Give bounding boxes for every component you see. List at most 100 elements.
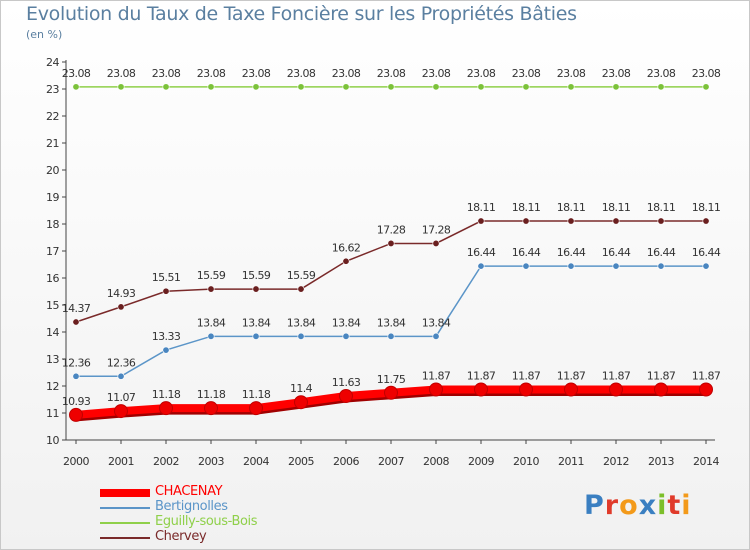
data-label-chacenay: 11.87 <box>692 370 721 383</box>
data-label-eguilly-sous-bois: 23.08 <box>287 67 316 80</box>
data-label-bertignolles: 13.84 <box>242 316 271 329</box>
y-tick-label: 20 <box>46 164 59 177</box>
data-label-bertignolles: 16.44 <box>512 246 541 259</box>
y-tick-label: 23 <box>46 83 59 96</box>
data-point-eguilly-sous-bois <box>297 83 305 91</box>
data-point-bertignolles <box>477 262 485 270</box>
data-point-chacenay <box>114 404 128 419</box>
data-label-chervey: 17.28 <box>377 223 406 236</box>
data-point-bertignolles <box>207 332 215 340</box>
data-label-chacenay: 11.87 <box>647 370 676 383</box>
y-tick-label: 19 <box>46 191 59 204</box>
y-tick-label: 16 <box>46 272 59 285</box>
data-point-chacenay <box>699 382 713 397</box>
legend-swatch <box>100 507 150 509</box>
data-label-chacenay: 11.18 <box>242 388 271 401</box>
x-tick-label: 2003 <box>198 455 224 468</box>
data-label-eguilly-sous-bois: 23.08 <box>377 67 406 80</box>
data-label-bertignolles: 13.84 <box>377 316 406 329</box>
data-point-eguilly-sous-bois <box>162 83 170 91</box>
data-label-chervey: 18.11 <box>602 201 631 214</box>
data-label-bertignolles: 12.36 <box>62 356 91 369</box>
data-point-bertignolles <box>432 332 440 340</box>
y-tick-label: 10 <box>46 434 59 447</box>
data-label-eguilly-sous-bois: 23.08 <box>647 67 676 80</box>
data-label-bertignolles: 13.84 <box>197 316 226 329</box>
data-point-bertignolles <box>387 332 395 340</box>
data-label-eguilly-sous-bois: 23.08 <box>422 67 451 80</box>
chart-title: Evolution du Taux de Taxe Foncière sur l… <box>26 3 577 25</box>
data-label-bertignolles: 13.33 <box>152 330 181 343</box>
x-tick-label: 2000 <box>63 455 89 468</box>
data-point-chervey <box>117 303 125 311</box>
data-point-chervey <box>612 217 620 225</box>
data-point-eguilly-sous-bois <box>207 83 215 91</box>
data-point-chervey <box>567 217 575 225</box>
data-point-chacenay <box>609 382 623 397</box>
data-point-bertignolles <box>567 262 575 270</box>
legend-swatch <box>100 537 150 539</box>
data-label-chacenay: 11.87 <box>467 370 496 383</box>
legend-label: CHACENAY <box>155 484 223 499</box>
data-point-chacenay <box>294 395 308 410</box>
data-point-chervey <box>162 287 170 295</box>
x-tick-label: 2009 <box>468 455 494 468</box>
data-point-bertignolles <box>117 372 125 380</box>
data-label-eguilly-sous-bois: 23.08 <box>242 67 271 80</box>
proxiti-logo: Proxiti <box>584 490 692 521</box>
data-point-chervey <box>342 257 350 265</box>
data-label-chacenay: 11.18 <box>197 388 226 401</box>
data-label-chervey: 14.37 <box>62 302 91 315</box>
x-tick-label: 2012 <box>603 455 629 468</box>
data-point-chervey <box>387 239 395 247</box>
data-label-eguilly-sous-bois: 23.08 <box>512 67 541 80</box>
x-tick-label: 2014 <box>693 455 719 468</box>
data-point-bertignolles <box>342 332 350 340</box>
data-point-bertignolles <box>702 262 710 270</box>
data-label-eguilly-sous-bois: 23.08 <box>467 67 496 80</box>
y-tick-label: 21 <box>46 137 59 150</box>
y-tick-label: 15 <box>46 299 59 312</box>
data-point-eguilly-sous-bois <box>522 83 530 91</box>
data-point-eguilly-sous-bois <box>612 83 620 91</box>
data-point-chervey <box>207 285 215 293</box>
data-label-bertignolles: 16.44 <box>647 246 676 259</box>
logo-letter: t <box>667 490 682 521</box>
data-label-chacenay: 11.07 <box>107 391 136 404</box>
data-point-chacenay <box>474 382 488 397</box>
data-label-chacenay: 11.63 <box>332 376 361 389</box>
data-label-chervey: 15.59 <box>287 269 316 282</box>
x-tick-label: 2006 <box>333 455 359 468</box>
data-point-chacenay <box>339 388 353 403</box>
y-tick-label: 13 <box>46 353 59 366</box>
data-point-chacenay <box>204 401 218 416</box>
x-tick-label: 2004 <box>243 455 269 468</box>
data-label-chervey: 18.11 <box>512 201 541 214</box>
data-point-eguilly-sous-bois <box>432 83 440 91</box>
data-point-bertignolles <box>522 262 530 270</box>
data-point-chacenay <box>519 382 533 397</box>
x-tick-label: 2011 <box>558 455 584 468</box>
data-label-chervey: 18.11 <box>692 201 721 214</box>
data-label-chacenay: 11.87 <box>602 370 631 383</box>
data-point-chacenay <box>159 401 173 416</box>
data-point-eguilly-sous-bois <box>252 83 260 91</box>
logo-letter: x <box>638 490 658 521</box>
data-label-eguilly-sous-bois: 23.08 <box>602 67 631 80</box>
data-point-eguilly-sous-bois <box>657 83 665 91</box>
data-label-chervey: 18.11 <box>647 201 676 214</box>
data-label-eguilly-sous-bois: 23.08 <box>692 67 721 80</box>
data-point-chacenay <box>429 382 443 397</box>
y-tick-label: 18 <box>46 218 59 231</box>
data-label-chacenay: 11.87 <box>422 370 451 383</box>
data-label-eguilly-sous-bois: 23.08 <box>152 67 181 80</box>
x-tick-label: 2002 <box>153 455 179 468</box>
data-point-chacenay <box>249 401 263 416</box>
x-tick-label: 2005 <box>288 455 314 468</box>
data-point-bertignolles <box>162 346 170 354</box>
data-label-eguilly-sous-bois: 23.08 <box>557 67 586 80</box>
data-point-bertignolles <box>297 332 305 340</box>
data-label-bertignolles: 16.44 <box>557 246 586 259</box>
data-point-chervey <box>702 217 710 225</box>
